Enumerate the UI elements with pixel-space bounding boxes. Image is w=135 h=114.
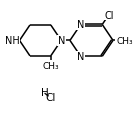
Text: Cl: Cl	[104, 10, 114, 20]
Text: NH: NH	[5, 36, 19, 46]
Text: H: H	[40, 87, 48, 97]
Text: CH₃: CH₃	[43, 62, 59, 70]
Text: CH₃: CH₃	[116, 37, 133, 45]
Text: N: N	[77, 20, 84, 30]
Text: Cl: Cl	[45, 93, 56, 102]
Text: N: N	[58, 36, 65, 46]
Text: N: N	[77, 52, 84, 62]
